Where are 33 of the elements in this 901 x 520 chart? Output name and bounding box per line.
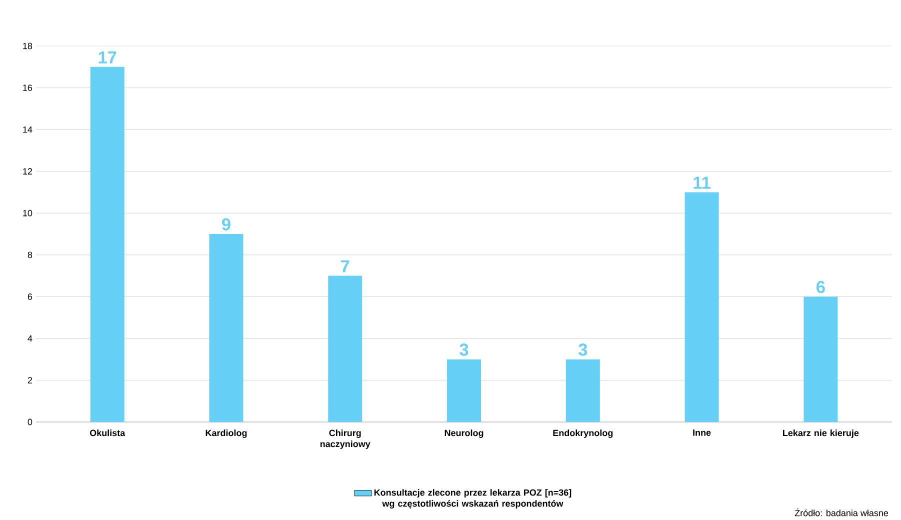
data-label: 6 xyxy=(816,280,825,294)
bar xyxy=(566,359,600,422)
y-tick-label: 0 xyxy=(28,418,32,426)
data-label: 3 xyxy=(578,344,588,356)
data-label: 9 xyxy=(222,218,230,230)
data-label: 17 xyxy=(98,51,116,64)
bar xyxy=(328,276,362,422)
y-tick-label: 4 xyxy=(28,335,32,342)
data-label: 7 xyxy=(341,260,350,272)
y-tick-label: 12 xyxy=(23,168,32,174)
x-tick-label: Kardiolog xyxy=(206,430,247,438)
x-tick-label: Inne xyxy=(693,430,711,436)
y-tick-label: 16 xyxy=(23,84,32,91)
y-tick-label: 14 xyxy=(23,126,32,133)
y-tick-label: 2 xyxy=(28,377,32,384)
x-tick-label: Neurolog xyxy=(444,430,484,438)
x-tick-label: Endokrynolog xyxy=(553,430,613,438)
x-tick-label: Okulista xyxy=(90,430,126,436)
x-tick-label: Chirurg naczyniowy xyxy=(320,430,370,449)
data-label: 11 xyxy=(694,176,710,189)
bar xyxy=(209,234,244,422)
y-tick-label: 10 xyxy=(23,210,32,216)
y-tick-label: 8 xyxy=(28,252,32,258)
y-tick-label: 6 xyxy=(28,293,32,300)
bar xyxy=(90,66,124,422)
bar xyxy=(684,192,719,422)
y-tick-label: 18 xyxy=(23,42,32,50)
legend-label: Konsultacje zlecone przez lekarza POZ [n=36] wg częstotliwości wskazań respondentów xyxy=(374,489,572,509)
x-tick-label: Lekarz nie kieruje xyxy=(783,430,859,438)
bar xyxy=(447,359,482,422)
text: Źródło: badania własne xyxy=(794,508,888,516)
data-label: 3 xyxy=(460,344,468,356)
bar xyxy=(804,296,838,422)
